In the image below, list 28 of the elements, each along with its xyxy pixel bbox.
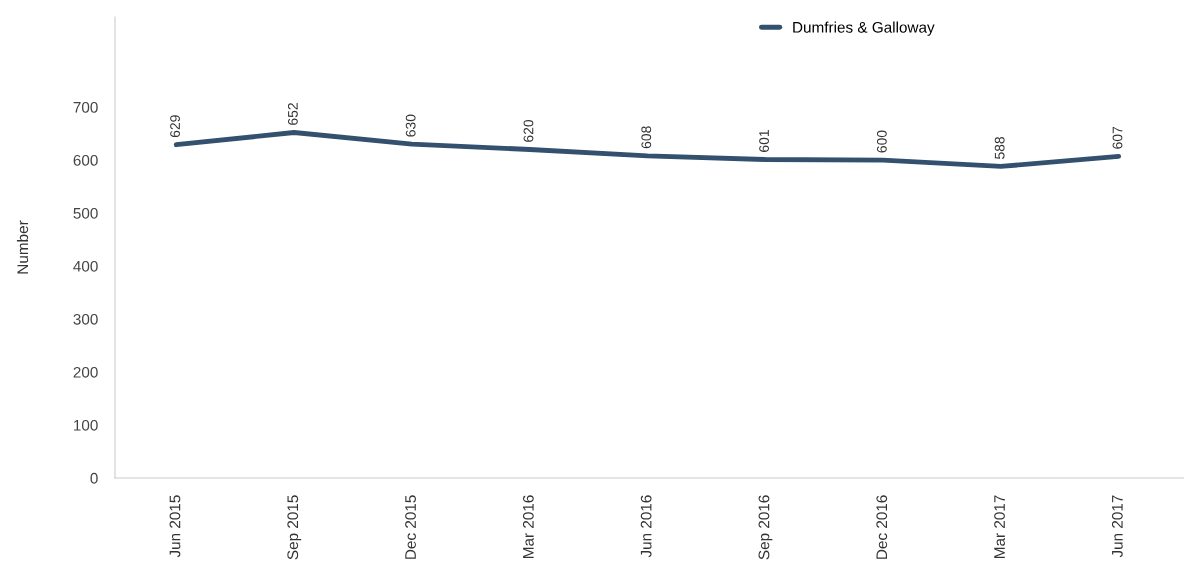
data-label: 601	[759, 130, 769, 152]
y-tick-label: 0	[90, 472, 98, 484]
data-label: 600	[876, 130, 887, 153]
data-label: 608	[641, 126, 652, 149]
legend-label: Dumfries & Galloway	[793, 21, 935, 36]
data-label: 630	[405, 114, 416, 137]
x-tick-label: Jun 2015	[169, 495, 181, 558]
data-label: 588	[994, 136, 1005, 159]
data-label: 607	[1112, 126, 1123, 149]
x-tick-label: Sep 2016	[758, 495, 773, 560]
y-axis-title: Number	[16, 220, 29, 274]
x-tick-label: Mar 2016	[522, 495, 534, 558]
y-tick-label: 600	[73, 154, 98, 166]
x-tick-label: Jun 2017	[1111, 495, 1123, 558]
y-tick-label: 700	[73, 101, 98, 113]
x-tick-label: Jun 2016	[640, 495, 652, 558]
x-tick-label: Dec 2016	[876, 495, 888, 559]
data-label: 652	[287, 103, 298, 125]
x-tick-label: Sep 2015	[287, 495, 302, 560]
y-tick-label: 400	[73, 260, 98, 272]
y-tick-label: 300	[73, 313, 98, 325]
y-tick-label: 200	[73, 366, 98, 378]
data-label: 620	[523, 119, 534, 142]
x-tick-label: Dec 2015	[405, 495, 416, 559]
data-label: 629	[170, 115, 180, 138]
y-tick-label: 500	[73, 207, 98, 219]
x-tick-label: Mar 2017	[994, 495, 1005, 558]
y-tick-label: 100	[74, 419, 98, 431]
